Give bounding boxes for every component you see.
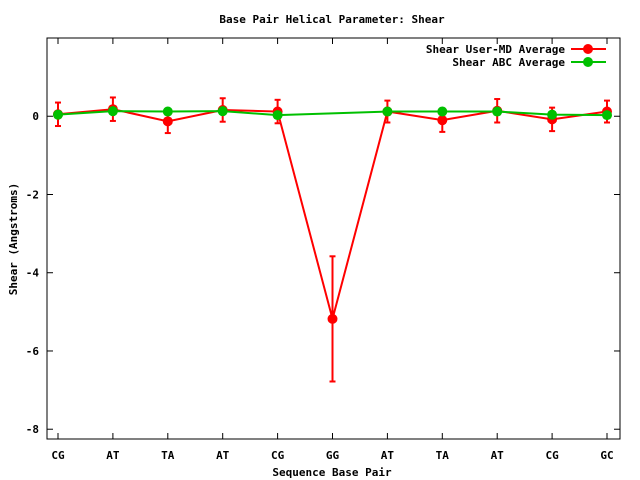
data-point <box>602 110 612 121</box>
legend-label: Shear ABC Average <box>452 56 565 69</box>
x-tick-label: GC <box>600 449 613 462</box>
plot-frame <box>46 37 621 440</box>
data-point <box>53 109 63 120</box>
y-tick-label: -8 <box>26 423 39 436</box>
data-point <box>327 313 338 324</box>
x-tick-label: GG <box>326 449 340 462</box>
x-axis-label: Sequence Base Pair <box>272 466 392 479</box>
legend-swatch-marker <box>583 44 593 54</box>
series-layer <box>53 96 612 383</box>
data-point <box>547 109 558 120</box>
data-point <box>437 106 448 117</box>
x-tick-label: AT <box>381 449 395 462</box>
x-tick-label: CG <box>51 449 65 462</box>
legend-label: Shear User-MD Average <box>426 43 565 56</box>
x-tick-label: CG <box>545 449 559 462</box>
x-tick-label: TA <box>161 449 175 462</box>
legend-item: Shear ABC Average <box>452 56 606 69</box>
series-1 <box>53 96 612 383</box>
data-point <box>382 106 393 117</box>
legend-item: Shear User-MD Average <box>426 43 606 56</box>
x-tick-label: AT <box>491 449 505 462</box>
y-tick-label: -4 <box>26 267 40 280</box>
data-point <box>217 106 228 117</box>
legend-swatch-marker <box>583 57 593 67</box>
chart-title: Base Pair Helical Parameter: Shear <box>219 13 445 26</box>
series-line <box>57 110 608 117</box>
y-axis-label: Shear (Angstroms) <box>7 183 20 296</box>
y-tick-label: -6 <box>26 345 40 358</box>
x-tick-label: AT <box>106 449 120 462</box>
y-tick-label: 0 <box>32 110 39 123</box>
data-point <box>492 106 503 117</box>
data-point <box>162 106 173 117</box>
y-tick-label: -2 <box>26 188 39 201</box>
data-point <box>107 106 118 117</box>
x-tick-label: AT <box>216 449 230 462</box>
series-2 <box>53 106 612 121</box>
x-tick-label: TA <box>436 449 450 462</box>
y-axis: 0 -2 -4 -6 -8 <box>26 110 620 436</box>
x-axis: CG AT TA AT CG GG AT TA AT CG GC <box>51 38 614 462</box>
data-point <box>162 116 173 127</box>
data-point <box>272 110 283 121</box>
data-point <box>437 115 448 126</box>
x-tick-label: CG <box>271 449 285 462</box>
